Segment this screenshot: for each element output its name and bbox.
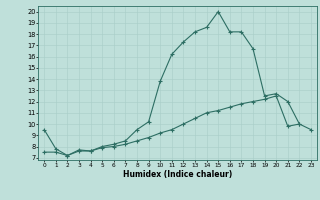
X-axis label: Humidex (Indice chaleur): Humidex (Indice chaleur) bbox=[123, 170, 232, 179]
